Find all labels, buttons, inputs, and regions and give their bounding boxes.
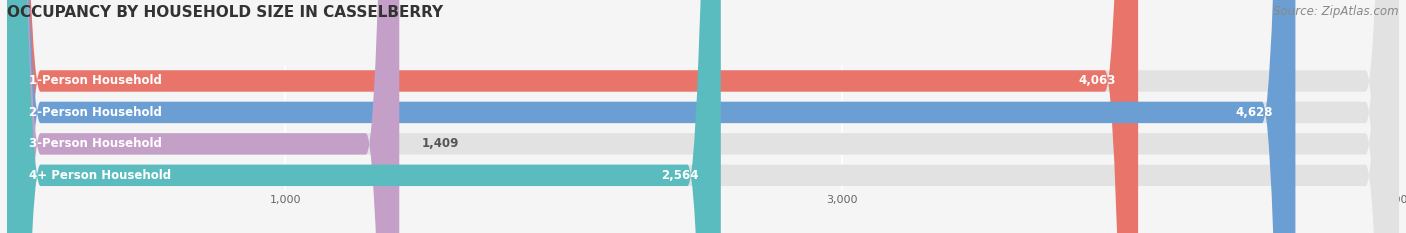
Text: 3-Person Household: 3-Person Household: [30, 137, 162, 150]
FancyBboxPatch shape: [7, 0, 399, 233]
FancyBboxPatch shape: [7, 0, 1295, 233]
Text: 1-Person Household: 1-Person Household: [30, 75, 162, 87]
Text: 4,063: 4,063: [1078, 75, 1116, 87]
FancyBboxPatch shape: [7, 0, 1399, 233]
FancyBboxPatch shape: [7, 0, 721, 233]
FancyBboxPatch shape: [7, 0, 1399, 233]
FancyBboxPatch shape: [7, 0, 1399, 233]
Text: 2-Person Household: 2-Person Household: [30, 106, 162, 119]
FancyBboxPatch shape: [7, 0, 1399, 233]
FancyBboxPatch shape: [7, 0, 1137, 233]
Text: 4,628: 4,628: [1236, 106, 1274, 119]
Text: OCCUPANCY BY HOUSEHOLD SIZE IN CASSELBERRY: OCCUPANCY BY HOUSEHOLD SIZE IN CASSELBER…: [7, 5, 443, 20]
Text: 1,409: 1,409: [422, 137, 458, 150]
Text: Source: ZipAtlas.com: Source: ZipAtlas.com: [1274, 5, 1399, 18]
Text: 2,564: 2,564: [661, 169, 699, 182]
Text: 4+ Person Household: 4+ Person Household: [30, 169, 172, 182]
